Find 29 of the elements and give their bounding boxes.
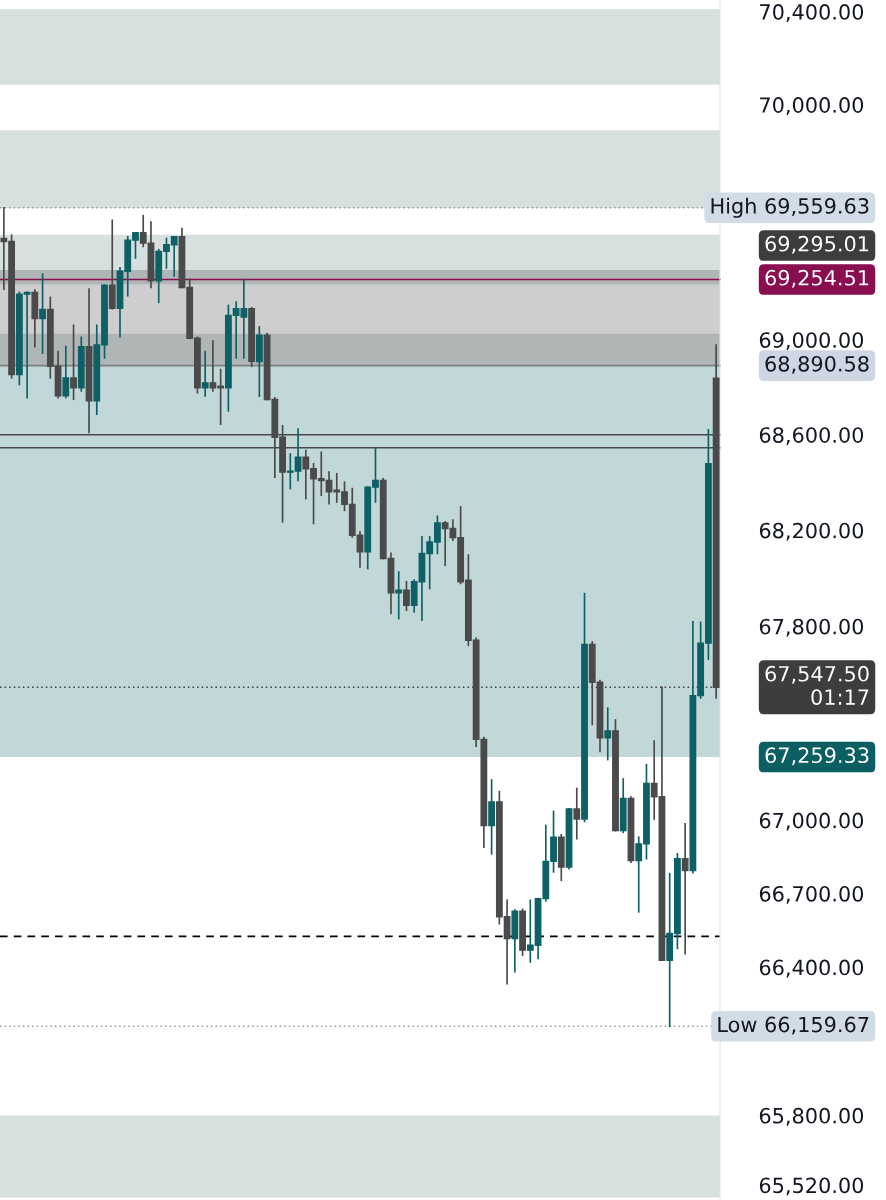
ref-line-label: 69,254.51	[765, 269, 869, 288]
y-tick-label: 67,000.00	[759, 812, 864, 831]
y-tick-label: 67,800.00	[759, 618, 864, 637]
y-tick-label: 69,000.00	[759, 332, 864, 351]
ref-line-label: 68,890.58	[765, 355, 869, 374]
y-tick-label: 68,600.00	[759, 427, 864, 446]
ref-line-label: High 69,559.63	[711, 197, 869, 218]
y-tick-label: 70,400.00	[760, 4, 864, 22]
candlestick	[201, 350, 209, 397]
candlestick	[604, 707, 612, 761]
candlestick	[403, 580, 410, 611]
ref-line-label: 67,547.50 01:17	[765, 665, 869, 705]
y-tick-label: 68,200.00	[759, 522, 864, 541]
candlestick	[108, 219, 116, 310]
ref-line-label: Low 66,159.67	[718, 1016, 869, 1035]
candlestick	[573, 787, 581, 840]
y-tick-label: 66,400.00	[759, 959, 864, 978]
candlestick	[70, 324, 77, 401]
candlestick	[681, 822, 689, 955]
y-tick-label: 70,000.00	[760, 97, 864, 116]
y-tick-label: 66,700.00	[759, 885, 864, 904]
candlestick	[395, 571, 403, 620]
y-tick-label: 65,800.00	[759, 1107, 864, 1126]
band-label: 67,259.33	[765, 747, 869, 766]
candlestick	[62, 345, 70, 399]
candlestick	[39, 273, 46, 355]
band-label: 69,295.01	[765, 235, 869, 254]
candlestick	[488, 779, 496, 855]
y-tick-label: 65,520.00	[759, 1177, 864, 1196]
